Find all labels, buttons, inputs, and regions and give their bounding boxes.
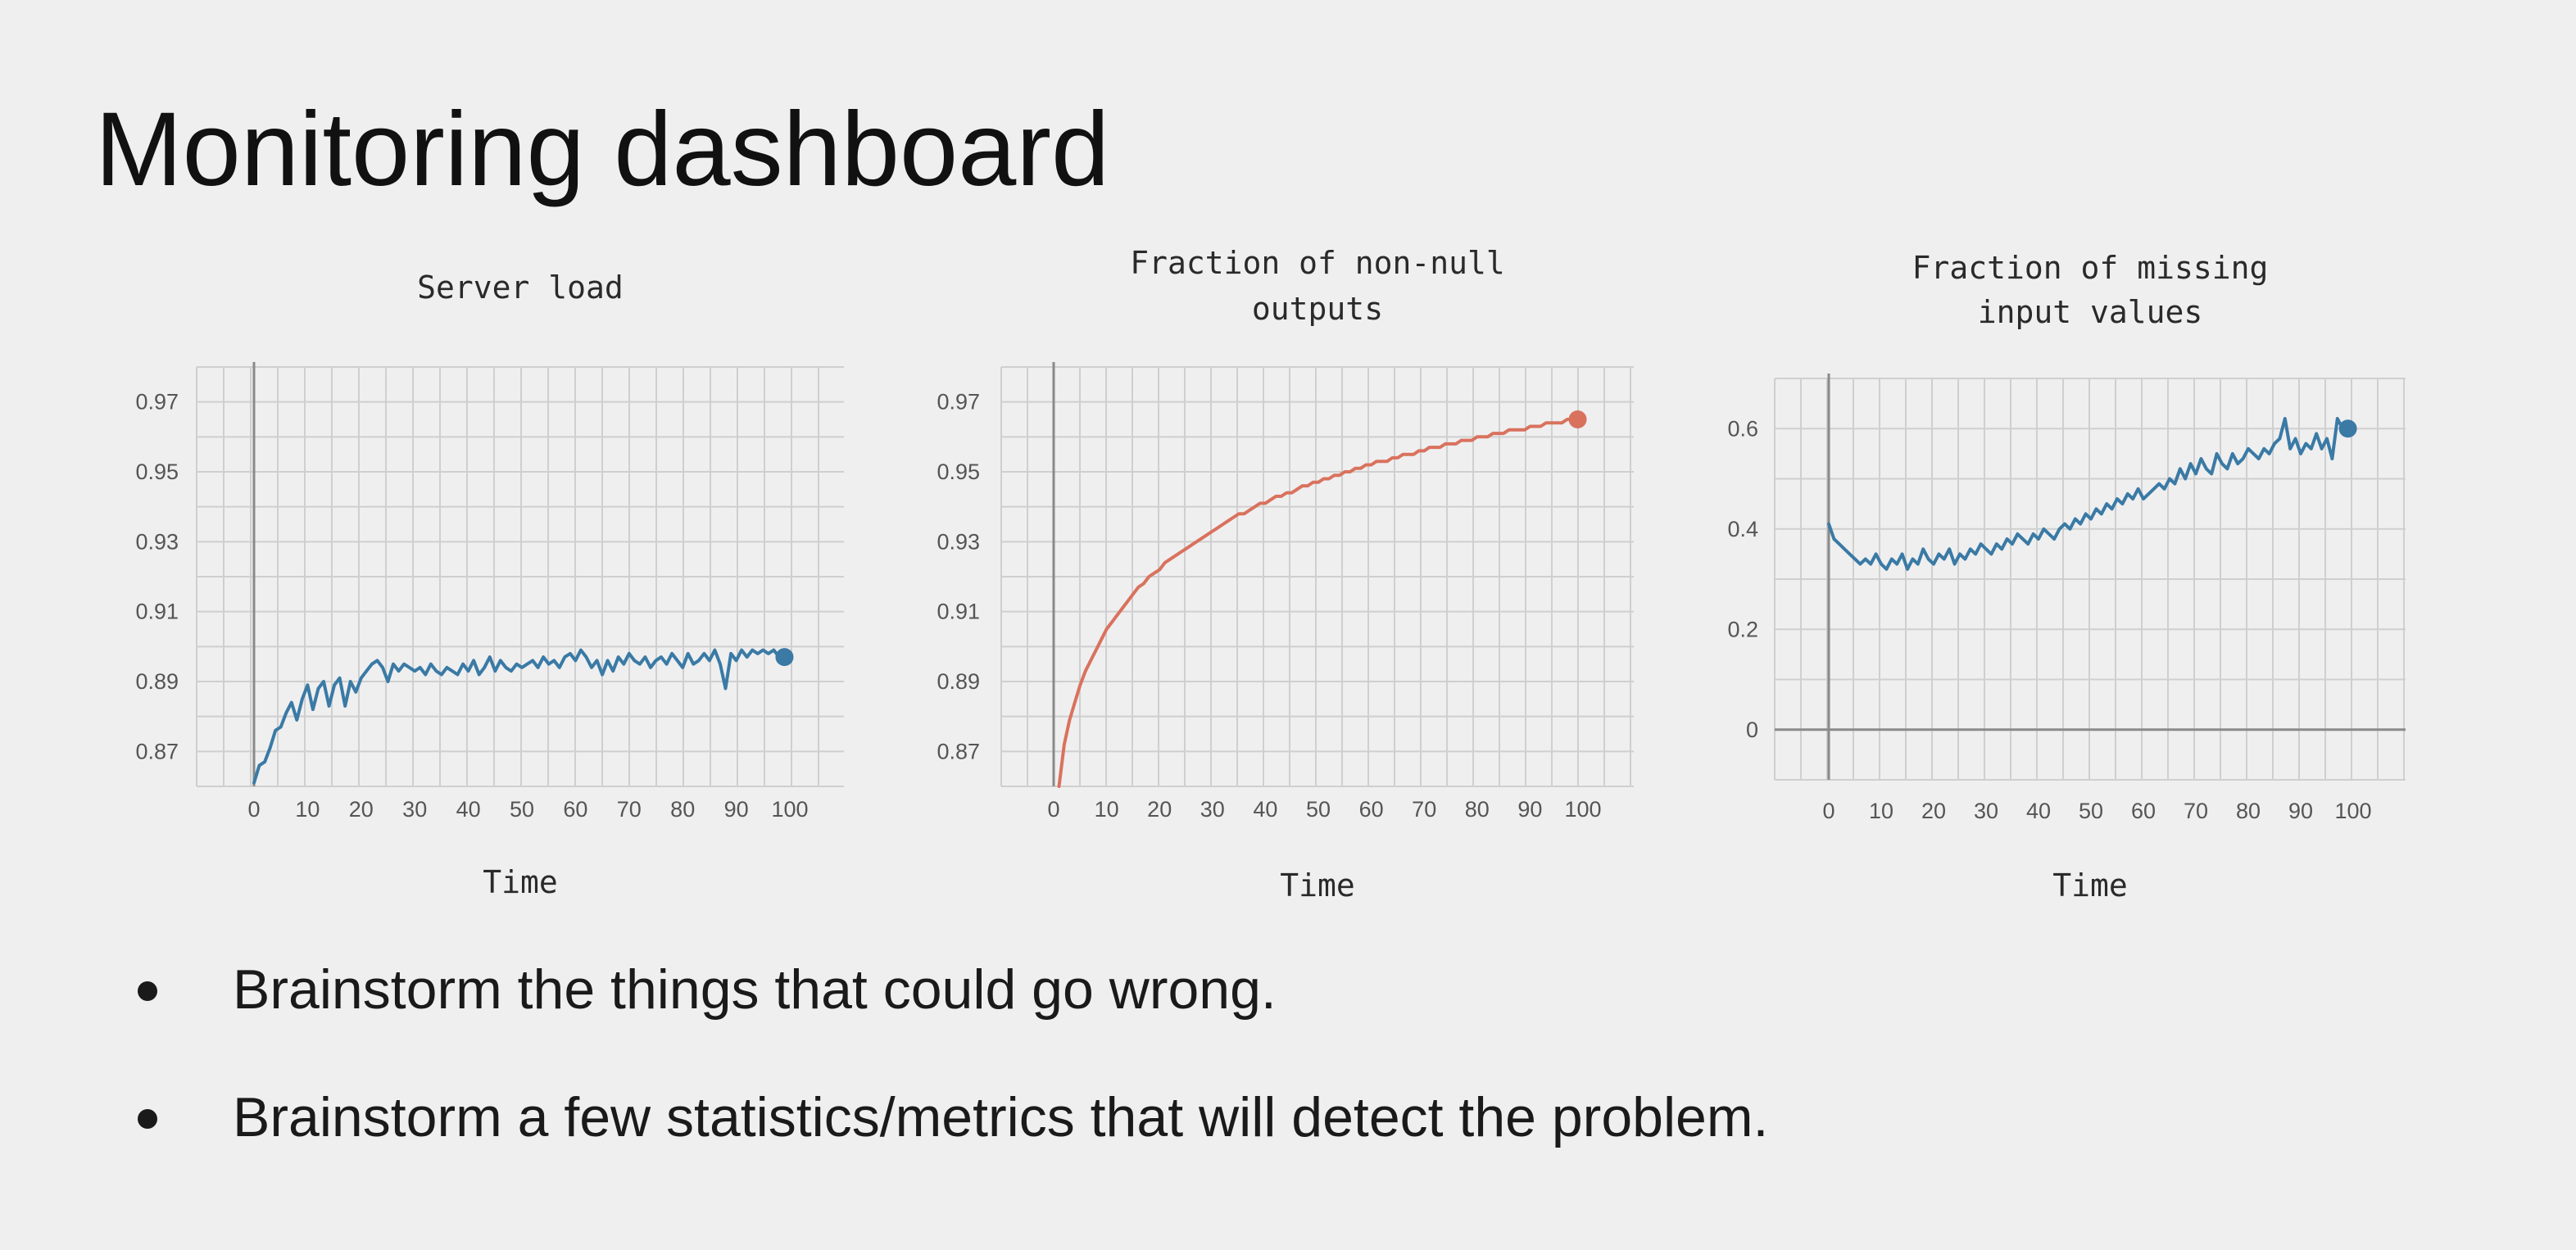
x-tick-label: 80 — [1465, 797, 1490, 822]
chart-title-line: Fraction of missing — [1912, 250, 2269, 286]
y-tick-label: 0.93 — [937, 529, 980, 554]
series-line — [1057, 418, 1580, 788]
x-tick-label: 10 — [1095, 797, 1119, 822]
x-tick-label: 10 — [1869, 799, 1893, 823]
x-tick-label: 70 — [2184, 799, 2208, 823]
x-tick-label: 10 — [295, 797, 320, 822]
y-tick-label: 0.87 — [937, 739, 980, 763]
x-tick-label: 20 — [1147, 797, 1172, 822]
x-tick-label: 70 — [1412, 797, 1436, 822]
bullet-item: Brainstorm a few statistics/metrics that… — [131, 1085, 1768, 1150]
x-tick-label: 70 — [617, 797, 642, 822]
x-tick-label: 90 — [2288, 799, 2313, 823]
x-tick-label: 20 — [1921, 799, 1946, 823]
x-tick-label: 100 — [2334, 799, 2371, 823]
x-tick-label: 100 — [771, 797, 808, 822]
x-axis-label: Time — [1280, 867, 1355, 904]
x-tick-label: 0 — [1047, 797, 1059, 822]
y-tick-label: 0.97 — [135, 390, 179, 414]
y-tick-label: 0.6 — [1727, 416, 1758, 441]
y-tick-label: 0.93 — [135, 529, 179, 554]
chart-title-line: input values — [1978, 294, 2203, 330]
slide-title: Monitoring dashboard — [95, 91, 1110, 208]
x-tick-label: 40 — [456, 797, 481, 822]
series-end-point — [775, 648, 794, 667]
x-tick-label: 60 — [1359, 797, 1384, 822]
x-tick-label: 60 — [2131, 799, 2156, 823]
y-tick-label: 0.95 — [937, 460, 980, 484]
bullet-text: Brainstorm a few statistics/metrics that… — [233, 1086, 1769, 1148]
y-tick-label: 0.89 — [135, 669, 179, 694]
x-tick-label: 30 — [1200, 797, 1225, 822]
x-tick-label: 0 — [1822, 799, 1834, 823]
x-axis-label: Time — [483, 864, 558, 900]
bullet-list: Brainstorm the things that could go wron… — [131, 957, 1768, 1212]
y-tick-label: 0.4 — [1727, 517, 1758, 541]
y-tick-label: 0.2 — [1727, 617, 1758, 641]
x-tick-label: 90 — [1517, 797, 1542, 822]
x-tick-label: 50 — [1306, 797, 1331, 822]
x-tick-label: 80 — [670, 797, 695, 822]
bullet-dot-icon — [138, 1109, 157, 1129]
bullet-text: Brainstorm the things that could go wron… — [233, 958, 1277, 1021]
x-tick-label: 50 — [510, 797, 534, 822]
series-end-point — [1568, 410, 1587, 428]
bullet-dot-icon — [138, 981, 157, 1001]
y-tick-label: 0.97 — [937, 390, 980, 414]
series-line — [1827, 417, 2350, 571]
x-tick-label: 30 — [1974, 799, 1998, 823]
y-tick-label: 0.91 — [937, 600, 980, 624]
x-tick-label: 50 — [2079, 799, 2103, 823]
x-tick-label: 60 — [563, 797, 587, 822]
bullet-item: Brainstorm the things that could go wron… — [131, 957, 1768, 1022]
y-tick-label: 0.91 — [135, 600, 179, 624]
x-tick-label: 0 — [247, 797, 260, 822]
y-tick-label: 0.87 — [135, 739, 179, 763]
x-tick-label: 90 — [724, 797, 749, 822]
x-tick-label: 40 — [2026, 799, 2051, 823]
series-line — [252, 648, 787, 785]
x-tick-label: 80 — [2236, 799, 2261, 823]
x-axis-label: Time — [2052, 867, 2128, 904]
chart-title-line: Fraction of non-null — [1130, 245, 1505, 281]
y-tick-label: 0.89 — [937, 669, 980, 694]
x-tick-label: 40 — [1253, 797, 1277, 822]
chart-title-line: Server load — [417, 269, 624, 306]
x-tick-label: 100 — [1564, 797, 1601, 822]
y-tick-label: 0 — [1746, 718, 1758, 742]
x-tick-label: 20 — [349, 797, 374, 822]
x-tick-label: 30 — [402, 797, 427, 822]
series-end-point — [2338, 419, 2357, 438]
chart-title-line: outputs — [1252, 291, 1383, 327]
y-tick-label: 0.95 — [135, 460, 179, 484]
